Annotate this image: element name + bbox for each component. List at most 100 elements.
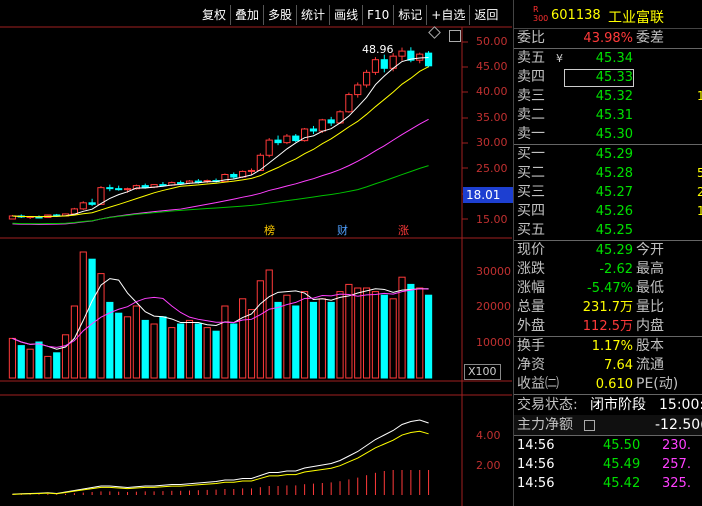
ask-price: 45.33 [595,70,633,85]
quote-row: 总量 231.7万 量比 [514,298,702,317]
ma5-line [12,56,429,218]
tick-volume: 325. [662,476,691,491]
volume-bar [239,298,247,379]
volume-bar [141,319,149,379]
toolbar-button-f10[interactable]: F10 [363,5,395,25]
ask-row[interactable]: 卖一 45.30 [514,125,702,144]
toolbar-button-draw-line[interactable]: 画线 [330,5,364,25]
ask-label: 卖二 [517,107,545,123]
candle-body [362,71,371,86]
bid-price: 45.27 [595,185,633,200]
bid-label: 买四 [517,203,545,219]
toolbar-button-overlay[interactable]: 叠加 [231,5,265,25]
price-axis-tick: 40.00 [476,85,508,98]
bid-row[interactable]: 买四 45.26 1 [514,202,702,221]
volume-ma10-line [12,288,429,348]
volume-bar [247,309,256,379]
quote-value: 45.29 [595,243,633,258]
price-axis-tick: 50.00 [476,35,508,48]
tick-price: 45.42 [603,476,641,491]
candle-body [159,184,167,187]
bid-qty: 1 [697,204,702,218]
ask-label: 卖三 [517,88,545,104]
candle-body [247,169,256,172]
marker-cai[interactable]: 财 [337,224,348,237]
quote-panel: R 300 601138 工业富联 委比 43.98% 委差 卖五 ¥ 45.34… [513,0,702,506]
marker-zhang[interactable]: 涨 [398,224,409,237]
list-icon[interactable] [584,420,595,431]
toolbar-button-back[interactable]: 返回 [474,8,499,22]
tick-time: 14:56 [517,457,555,472]
stock-name: 工业富联 [608,10,664,26]
price-axis-tick: 35.00 [476,111,508,124]
bid-row[interactable]: 买二 45.28 5 [514,164,702,183]
weibi-value: 43.98% [583,31,633,46]
ask-row[interactable]: 卖四 45.33 [514,68,702,87]
candle-body [318,119,326,132]
price-axis-tick: 15.00 [476,213,508,226]
volume-bar [309,301,318,379]
candle-body [283,135,291,144]
price-axis-tick: 25.00 [476,162,508,175]
volume-bar [380,294,388,379]
r-badge: R 300 [533,5,549,23]
ask-row[interactable]: 卖三 45.32 1 [514,87,702,106]
volume-bar [398,276,406,379]
divider [514,144,702,145]
ask-price: 45.32 [595,89,633,104]
price-axis-tick: 30.00 [476,136,508,149]
bid-row[interactable]: 买三 45.27 25 [514,183,702,202]
window-toggle-icon[interactable] [449,30,461,42]
toolbar-button-fuquan[interactable]: 复权 [198,5,232,25]
candle-body [398,50,406,57]
volume-unit-label: X100 [464,364,501,380]
toolbar-button-mark[interactable]: 标记 [394,5,428,25]
kline-chart-area[interactable]: 复权 叠加 多股 统计 画线 F10 标记 +自选 返回 48.96 50.00… [0,0,513,506]
volume-bar [8,337,17,379]
volume-bar [185,319,194,379]
chart-toolbar: 复权 叠加 多股 统计 画线 F10 标记 +自选 返回 [198,5,502,27]
yen-icon: ¥ [556,52,563,65]
volume-axis-tick: 20000 [476,300,511,313]
toolbar-button-multi-stock[interactable]: 多股 [264,5,298,25]
tick-volume: 257. [662,457,691,472]
candle-body [407,50,415,61]
toolbar-button-statistics[interactable]: 统计 [297,5,331,25]
bid-price: 45.29 [595,147,633,162]
candle-body [416,53,424,61]
volume-bar [283,294,291,379]
candle-body [292,135,300,142]
toolbar-button-add-watchlist[interactable]: +自选 [427,5,471,25]
quote-value: 231.7万 [582,300,633,315]
bid-price: 45.25 [595,223,633,238]
volume-bar [318,298,326,379]
tick-price: 45.50 [603,438,641,453]
selected-price-box[interactable] [564,69,634,87]
tick-volume: 230. [662,438,691,453]
fundamental-value: 1.17% [591,339,633,354]
candle-body [309,128,318,132]
divider [514,48,702,49]
volume-bar [115,312,123,379]
candle-body [230,173,238,178]
volume-bar [301,291,309,379]
bid-row[interactable]: 买五 45.25 [514,221,702,240]
ask-row[interactable]: 卖二 45.31 [514,106,702,125]
volume-bar [407,283,415,379]
candle-body [256,154,264,171]
bid-row[interactable]: 买一 45.29 [514,145,702,164]
kline-svg[interactable] [0,0,512,506]
quote-label: 现价 [517,242,545,258]
weibi-label: 委比 [517,30,545,46]
candle-body [123,188,132,191]
price-axis-tick: 45.00 [476,60,508,73]
quote-label-right: 内盘 [636,318,664,334]
fundamental-label-right: 流通 [636,357,664,373]
marker-bang[interactable]: 榜 [264,224,275,237]
quote-value: -5.47% [587,281,633,296]
tick-row: 14:56 45.50 230. [514,436,702,455]
indicator-signal-line [12,430,429,495]
ask-row[interactable]: 卖五 ¥ 45.34 [514,49,702,68]
volume-bar [132,305,140,379]
main-flow-row[interactable]: 主力净额 -12.50( [514,415,702,435]
